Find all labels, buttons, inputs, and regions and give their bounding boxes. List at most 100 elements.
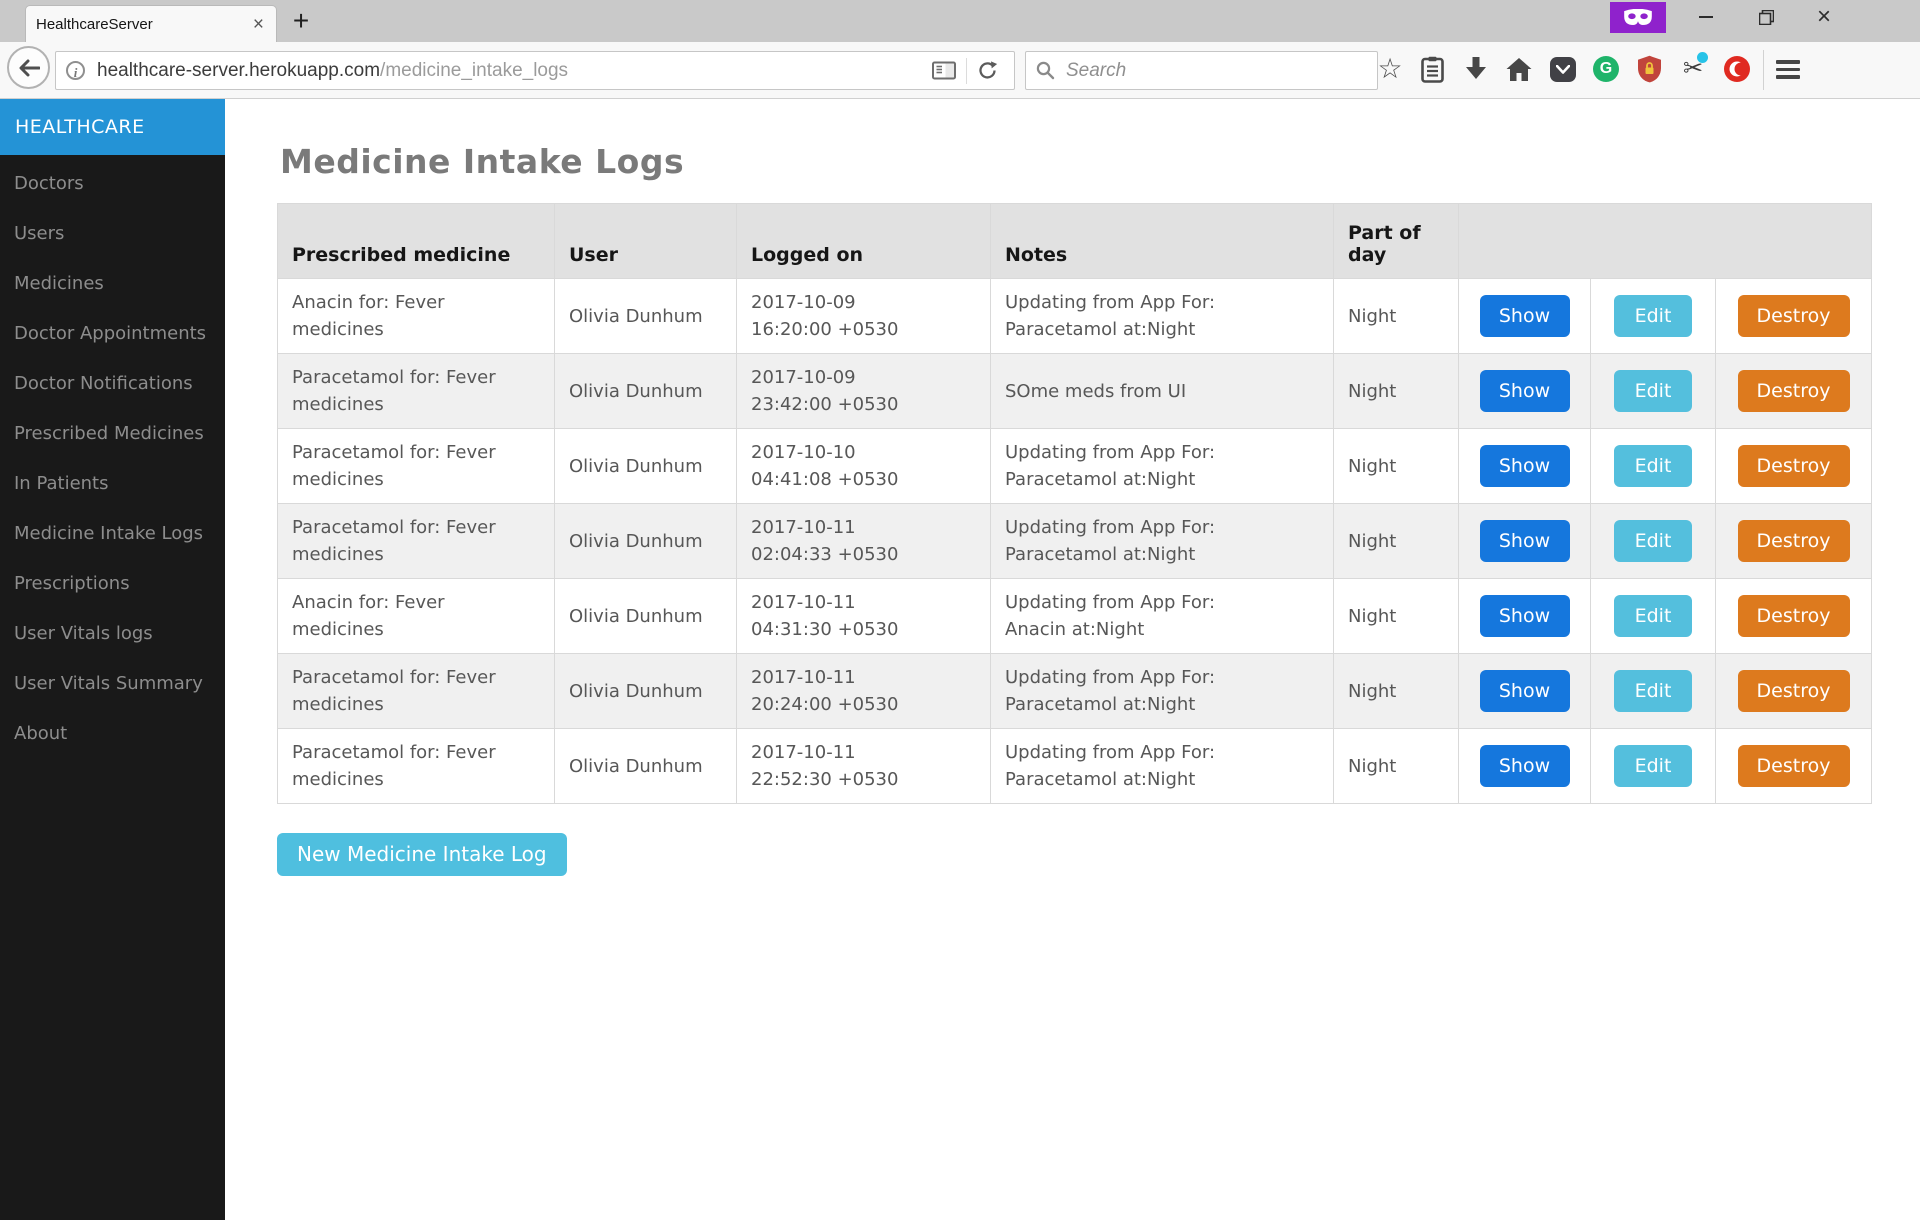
medicine-intake-logs-table: Prescribed medicine User Logged on Notes Par…	[277, 203, 1873, 804]
cell-action: Edit	[1590, 728, 1716, 804]
destroy-button[interactable]: Destroy	[1737, 370, 1850, 412]
destroy-button[interactable]: Destroy	[1737, 520, 1850, 562]
refresh-icon[interactable]	[971, 60, 1004, 81]
cell-action: Show	[1458, 503, 1591, 579]
cell-part-of-day: Night	[1333, 503, 1459, 579]
cell-part-of-day: Night	[1333, 728, 1459, 804]
clipboard-list-icon[interactable]	[1418, 55, 1446, 83]
security-shield-lock-icon[interactable]	[1635, 55, 1663, 83]
cell-prescribed-medicine: Paracetamol for: Fever medicines	[277, 728, 555, 804]
sidebar-item-prescribed-medicines[interactable]: Prescribed Medicines	[14, 422, 204, 444]
sidebar-item-prescriptions[interactable]: Prescriptions	[14, 572, 130, 594]
destroy-button[interactable]: Destroy	[1737, 745, 1850, 787]
site-info-icon[interactable]: i	[66, 61, 85, 80]
cell-user: Olivia Dunhum	[554, 353, 737, 429]
menu-hamburger-icon[interactable]	[1776, 60, 1800, 83]
grammarly-icon[interactable]: G	[1592, 55, 1620, 83]
downloads-icon[interactable]	[1462, 55, 1490, 83]
cell-notes: Updating from App For: Paracetamol at:Ni…	[990, 653, 1334, 729]
cell-action: Destroy	[1714, 653, 1873, 729]
destroy-button[interactable]: Destroy	[1737, 445, 1850, 487]
cell-prescribed-medicine: Paracetamol for: Fever medicines	[277, 653, 555, 729]
cell-logged-on: 2017-10-11 02:04:33 +0530	[736, 503, 991, 579]
sidebar-item-medicines[interactable]: Medicines	[14, 272, 104, 294]
edit-button[interactable]: Edit	[1614, 520, 1692, 562]
window-minimize-button[interactable]	[1686, 0, 1726, 34]
adblocker-icon[interactable]	[1723, 55, 1751, 83]
cell-action: Destroy	[1714, 278, 1873, 354]
search-input[interactable]	[1064, 58, 1367, 83]
column-header-logged-on: Logged on	[736, 203, 991, 279]
sidebar-nav: Doctors Users Medicines Doctor Appointments…	[0, 155, 225, 758]
table-header-row: Prescribed medicine User Logged on Notes Par…	[277, 203, 1873, 279]
back-button[interactable]	[7, 46, 50, 89]
sidebar: HEALTHCARE Doctors Users Medicines Doctor A…	[0, 99, 225, 1220]
show-button[interactable]: Show	[1479, 445, 1570, 487]
window-close-button[interactable]: ×	[1816, 3, 1831, 30]
sidebar-item-users[interactable]: Users	[14, 222, 65, 244]
tab-bar: HealthcareServer × + ×	[0, 0, 1920, 42]
new-tab-button[interactable]: +	[292, 5, 310, 36]
show-button[interactable]: Show	[1479, 520, 1570, 562]
cell-action: Edit	[1590, 353, 1716, 429]
cell-action: Edit	[1590, 578, 1716, 654]
cell-action: Show	[1458, 278, 1591, 354]
sidebar-item-about[interactable]: About	[14, 722, 68, 744]
cell-logged-on: 2017-10-11 22:52:30 +0530	[736, 728, 991, 804]
screenshot-scissors-icon[interactable]: ✂	[1679, 52, 1709, 83]
tab-close-icon[interactable]: ×	[252, 13, 264, 35]
sidebar-brand[interactable]: HEALTHCARE	[0, 99, 225, 155]
edit-button[interactable]: Edit	[1614, 745, 1692, 787]
cell-action: Show	[1458, 578, 1591, 654]
sidebar-item-doctors[interactable]: Doctors	[14, 172, 84, 194]
cell-part-of-day: Night	[1333, 653, 1459, 729]
tab-title: HealthcareServer	[36, 15, 153, 33]
window-restore-button[interactable]	[1746, 0, 1786, 34]
cell-action: Destroy	[1714, 578, 1873, 654]
show-button[interactable]: Show	[1479, 595, 1570, 637]
cell-action: Edit	[1590, 503, 1716, 579]
sidebar-item-user-vitals-summary[interactable]: User Vitals Summary	[14, 672, 203, 694]
sidebar-item-doctor-appointments[interactable]: Doctor Appointments	[14, 322, 207, 344]
sidebar-item-medicine-intake-logs[interactable]: Medicine Intake Logs	[14, 522, 204, 544]
sidebar-item-doctor-notifications[interactable]: Doctor Notifications	[14, 372, 193, 394]
column-header-prescribed-medicine: Prescribed medicine	[277, 203, 555, 279]
cell-action: Edit	[1590, 428, 1716, 504]
show-button[interactable]: Show	[1479, 745, 1570, 787]
cell-action: Show	[1458, 653, 1591, 729]
url-bar[interactable]: i healthcare-server.herokuapp.com/medici…	[55, 51, 1015, 90]
bookmark-star-icon[interactable]: ☆	[1377, 53, 1403, 84]
destroy-button[interactable]: Destroy	[1737, 295, 1850, 337]
show-button[interactable]: Show	[1479, 295, 1570, 337]
edit-button[interactable]: Edit	[1614, 670, 1692, 712]
search-icon	[1036, 61, 1055, 80]
cell-action: Destroy	[1714, 428, 1873, 504]
cell-action: Destroy	[1714, 353, 1873, 429]
sidebar-item-user-vitals-logs[interactable]: User Vitals logs	[14, 622, 153, 644]
tab-healthcareserver[interactable]: HealthcareServer ×	[25, 5, 277, 42]
url-text[interactable]: healthcare-server.herokuapp.com/medicine…	[97, 60, 568, 82]
cell-action: Destroy	[1714, 728, 1873, 804]
home-icon[interactable]	[1505, 55, 1533, 83]
cell-notes: Updating from App For: Paracetamol at:Ni…	[990, 503, 1334, 579]
sidebar-item-in-patients[interactable]: In Patients	[14, 472, 109, 494]
show-button[interactable]: Show	[1479, 670, 1570, 712]
edit-button[interactable]: Edit	[1614, 595, 1692, 637]
edit-button[interactable]: Edit	[1614, 445, 1692, 487]
toolbar-divider	[1763, 50, 1764, 90]
new-medicine-intake-log-button[interactable]: New Medicine Intake Log	[277, 833, 567, 876]
search-bar[interactable]	[1025, 51, 1378, 90]
edit-button[interactable]: Edit	[1614, 295, 1692, 337]
table-row: Paracetamol for: Fever medicines Olivia D…	[277, 653, 1873, 729]
cell-user: Olivia Dunhum	[554, 428, 737, 504]
destroy-button[interactable]: Destroy	[1737, 595, 1850, 637]
reader-mode-icon[interactable]	[926, 61, 962, 80]
cell-logged-on: 2017-10-09 23:42:00 +0530	[736, 353, 991, 429]
destroy-button[interactable]: Destroy	[1737, 670, 1850, 712]
show-button[interactable]: Show	[1479, 370, 1570, 412]
column-header-part-of-day: Part of day	[1333, 203, 1459, 279]
pocket-icon[interactable]	[1549, 55, 1577, 83]
edit-button[interactable]: Edit	[1614, 370, 1692, 412]
cell-prescribed-medicine: Anacin for: Fever medicines	[277, 278, 555, 354]
url-path: /medicine_intake_logs	[380, 59, 569, 81]
